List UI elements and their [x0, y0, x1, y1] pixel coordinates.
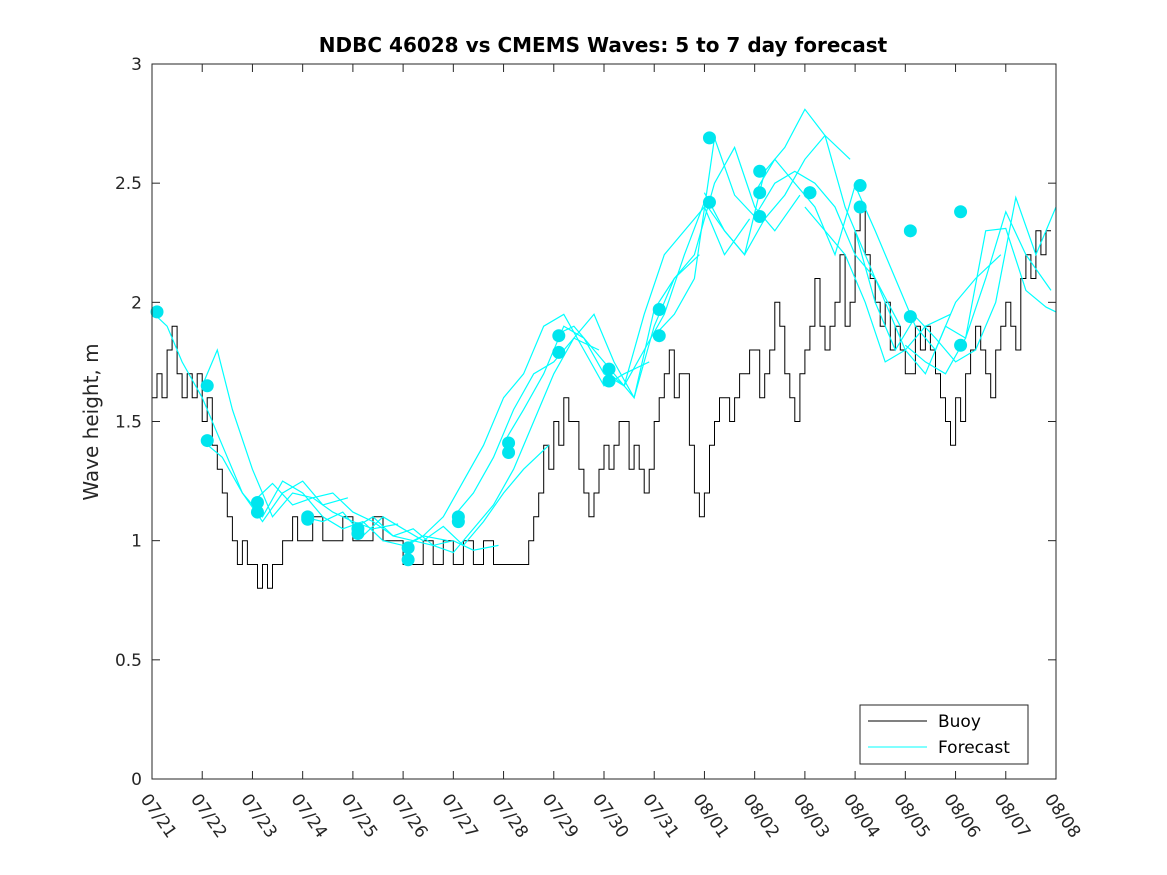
- x-tick-label: 07/26: [387, 790, 431, 842]
- series-line-forecast: [904, 227, 1056, 375]
- x-tick-label: 07/23: [236, 790, 280, 842]
- forecast-marker: [401, 553, 415, 567]
- x-tick-label: 07/29: [538, 790, 582, 842]
- series-line-forecast: [754, 158, 1002, 352]
- forecast-marker: [803, 186, 817, 200]
- forecast-marker: [853, 179, 867, 193]
- forecast-marker: [903, 224, 917, 238]
- forecast-marker: [502, 445, 516, 459]
- forecast-marker: [652, 329, 666, 343]
- marker-layer: [150, 131, 968, 567]
- forecast-marker: [602, 374, 616, 388]
- series-line-forecast: [251, 482, 499, 551]
- forecast-marker: [200, 379, 214, 393]
- series-line-forecast: [352, 337, 600, 554]
- series-line-forecast: [854, 195, 1056, 363]
- y-tick-label: 1: [131, 532, 142, 552]
- series-line-forecast: [452, 254, 700, 518]
- legend-label-buoy: Buoy: [938, 712, 981, 732]
- forecast-marker: [853, 200, 867, 214]
- legend-box: [859, 704, 1029, 765]
- x-tick-label: 07/27: [437, 790, 481, 842]
- forecast-marker: [652, 302, 666, 316]
- series-line-forecast: [302, 444, 550, 547]
- chart-title: NDBC 46028 vs CMEMS Waves: 5 to 7 day fo…: [319, 33, 888, 57]
- forecast-marker: [552, 345, 566, 359]
- x-tick-label: 08/01: [688, 790, 732, 842]
- x-tick-label: 07/25: [337, 790, 381, 842]
- series-line-forecast: [402, 313, 650, 549]
- forecast-marker: [502, 436, 516, 450]
- x-tick-label: 07/31: [638, 790, 682, 842]
- x-tick-label: 07/30: [588, 790, 632, 842]
- series-line-forecast: [503, 205, 751, 444]
- series-line-forecast: [553, 145, 801, 400]
- forecast-marker: [702, 131, 716, 145]
- legend-label-forecast: Forecast: [938, 738, 1010, 758]
- series-line-forecast: [653, 137, 901, 337]
- forecast-marker: [150, 305, 164, 319]
- forecast-marker: [753, 164, 767, 178]
- forecast-marker: [753, 210, 767, 224]
- forecast-marker: [903, 310, 917, 324]
- x-tick-label: 08/04: [839, 790, 883, 842]
- y-tick-label: 0.5: [115, 651, 142, 671]
- legend: Buoy Forecast: [859, 704, 1029, 765]
- x-tick-label: 07/21: [136, 790, 180, 842]
- x-tick-label: 08/08: [1040, 790, 1084, 842]
- forecast-marker: [602, 362, 616, 376]
- y-tick-label: 3: [131, 55, 142, 75]
- x-tick-label: 07/22: [186, 790, 230, 842]
- forecast-marker: [351, 527, 365, 541]
- y-axis-label: Wave height, m: [79, 343, 103, 500]
- forecast-marker: [401, 541, 415, 555]
- plot-frame: [151, 63, 1057, 780]
- y-tick-label: 2: [131, 293, 142, 313]
- forecast-marker: [250, 505, 264, 519]
- x-tick-label: 07/24: [287, 790, 331, 842]
- forecast-marker: [200, 434, 214, 448]
- y-tick-label: 2.5: [115, 174, 142, 194]
- y-tick-label: 0: [131, 770, 142, 790]
- series-layer: [152, 108, 1056, 589]
- forecast-marker: [954, 338, 968, 352]
- x-tick-label: 08/02: [739, 790, 783, 842]
- x-tick-label: 08/07: [990, 790, 1034, 842]
- series-line-forecast: [152, 311, 349, 523]
- x-tick-label: 08/05: [889, 790, 933, 842]
- forecast-marker: [954, 205, 968, 219]
- forecast-marker: [552, 329, 566, 343]
- x-tick-label: 07/28: [487, 790, 531, 842]
- forecast-marker: [753, 186, 767, 200]
- series-line-forecast: [804, 206, 1052, 375]
- y-tick-label: 1.5: [115, 413, 142, 433]
- forecast-marker: [250, 496, 264, 510]
- x-tick-label: 08/06: [939, 790, 983, 842]
- forecast-marker: [451, 515, 465, 529]
- forecast-marker: [301, 512, 315, 526]
- forecast-marker: [702, 195, 716, 209]
- series-line-buoy: [152, 206, 1051, 589]
- x-tick-label: 08/03: [789, 790, 833, 842]
